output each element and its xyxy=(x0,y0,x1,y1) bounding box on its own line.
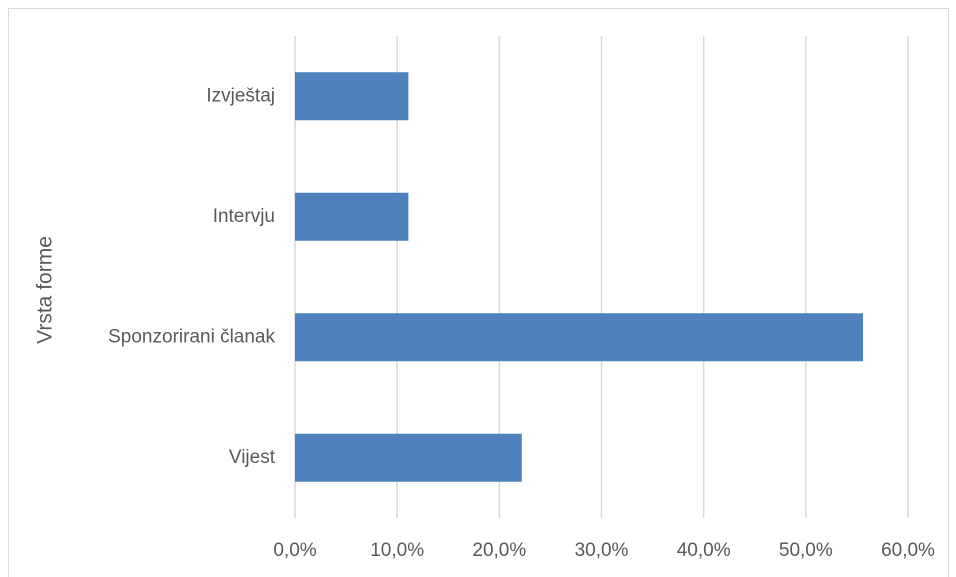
bar xyxy=(295,433,522,482)
y-tick-label: Intervju xyxy=(213,206,275,227)
chart-border xyxy=(8,8,949,577)
x-tick-label: 40,0% xyxy=(677,540,731,561)
x-tick-label: 0,0% xyxy=(273,540,316,561)
y-tick-label: Sponzorirani članak xyxy=(108,326,275,347)
y-axis-label: Vrsta forme xyxy=(34,236,57,344)
x-tick-label: 20,0% xyxy=(472,540,526,561)
y-tick-label: Izvještaj xyxy=(206,85,275,106)
x-tick-label: 10,0% xyxy=(370,540,424,561)
bar xyxy=(295,72,409,121)
x-tick-label: 60,0% xyxy=(881,540,935,561)
y-tick-label: Vijest xyxy=(229,447,276,468)
x-tick-label: 50,0% xyxy=(779,540,833,561)
bar xyxy=(295,313,864,362)
x-tick-label: 30,0% xyxy=(575,540,629,561)
bar xyxy=(295,192,409,241)
